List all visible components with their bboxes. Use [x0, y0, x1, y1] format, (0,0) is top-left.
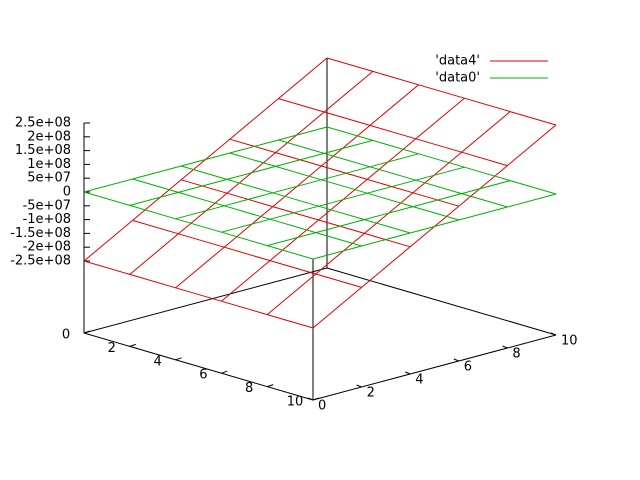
surface-line: [312, 193, 557, 260]
x-tick: [129, 343, 136, 347]
y-tick-label: 10: [561, 334, 578, 349]
z-tick-label: -1e+08: [23, 212, 71, 227]
surface-line: [326, 57, 557, 126]
surface-line: [129, 139, 373, 206]
surface-line: [267, 180, 511, 247]
x-tick-label: 10: [287, 395, 304, 410]
x-tick: [175, 357, 182, 361]
y-tick-label: 0: [318, 399, 326, 414]
x-tick: [312, 397, 320, 401]
x-tick: [83, 330, 91, 334]
y-tick: [356, 384, 362, 388]
surface-line: [181, 179, 411, 248]
y-tick-label: 6: [464, 360, 472, 375]
z-tick-label: -2.5e+08: [10, 254, 71, 269]
legend-label: 'data0': [435, 71, 480, 86]
surface-line: [326, 126, 557, 195]
surface-line: [229, 152, 459, 221]
y-axis: [312, 334, 557, 401]
base-edge: [83, 267, 328, 334]
y-tick-label: 8: [512, 347, 520, 362]
x-tick-label: 8: [245, 381, 253, 396]
surface-line: [83, 260, 314, 329]
x-tick-label: 6: [199, 368, 207, 383]
legend-label: 'data4': [435, 54, 480, 69]
z-tick-label: 1e+08: [27, 157, 71, 172]
y-tick: [502, 345, 508, 349]
surface-line: [83, 191, 314, 260]
surface-line: [278, 139, 508, 208]
x-tick-label: 2: [108, 341, 116, 356]
z-tick-label: 2.5e+08: [15, 116, 71, 131]
z-tick-label: -2e+08: [23, 240, 71, 255]
y-tick: [405, 371, 411, 375]
surface-line: [83, 126, 328, 193]
y-tick: [453, 358, 459, 362]
z-tick-label: 0: [63, 185, 71, 200]
base-edge: [326, 267, 557, 336]
y-tick-label: 4: [415, 373, 423, 388]
y-tick-label: 2: [367, 386, 375, 401]
surface-line: [181, 165, 411, 234]
x-axis: [83, 332, 314, 401]
surface-line: [175, 153, 419, 220]
z-tick-label: -5e+07: [23, 198, 71, 213]
surface-line: [229, 138, 459, 207]
z-tick-label: 2e+08: [27, 129, 71, 144]
x-tick-label: 0: [62, 328, 70, 343]
surface-line: [278, 98, 508, 167]
z-tick-label: 1.5e+08: [15, 143, 71, 158]
surface-line: [132, 178, 362, 247]
y-tick: [550, 332, 557, 336]
x-tick: [221, 370, 228, 374]
surface-line: [221, 166, 465, 233]
y-tick: [307, 397, 314, 401]
z-tick-label: -1.5e+08: [10, 226, 71, 241]
z-tick-label: 5e+07: [27, 171, 71, 186]
surface-line: [132, 219, 362, 288]
x-tick: [267, 384, 274, 388]
x-tick-label: 4: [153, 354, 161, 369]
